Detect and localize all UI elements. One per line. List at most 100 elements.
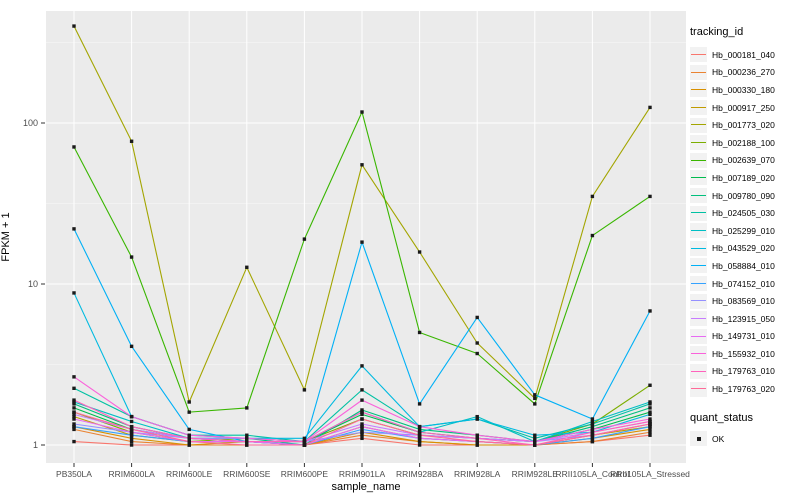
legend-entry-label: Hb_007189_020 — [712, 172, 775, 183]
legend-entry-Hb_083569_010: Hb_083569_010 — [690, 292, 800, 310]
data-point — [129, 427, 134, 432]
legend-entry-label: Hb_024505_030 — [712, 208, 775, 219]
legend-key-swatch — [690, 381, 707, 397]
data-point — [360, 433, 364, 437]
legend-entry-label: Hb_002188_100 — [712, 137, 775, 148]
data-point — [72, 439, 76, 444]
data-point — [590, 417, 595, 421]
x-tick-label: RRIM928LE — [511, 469, 558, 479]
data-point — [129, 436, 134, 441]
x-tick-label: RRII105LA_Stressed — [610, 469, 690, 479]
data-point — [72, 227, 76, 231]
data-point — [187, 427, 191, 432]
legend-entry-label: Hb_001773_020 — [712, 120, 775, 131]
data-point — [533, 402, 537, 406]
legend-key-swatch — [690, 276, 707, 292]
data-point — [590, 436, 595, 441]
data-point — [648, 427, 652, 432]
data-point — [360, 417, 364, 421]
data-point — [72, 422, 76, 426]
data-point — [648, 433, 652, 437]
data-point — [417, 402, 422, 406]
data-point — [533, 433, 537, 437]
x-tick-label: RRIM600PE — [280, 469, 329, 479]
data-point — [475, 439, 479, 444]
data-point — [648, 424, 652, 429]
data-point — [648, 400, 652, 404]
legend-entry-Hb_074152_010: Hb_074152_010 — [690, 275, 800, 293]
quant-status-key-swatch — [690, 431, 707, 447]
data-point — [72, 398, 76, 402]
data-point — [475, 443, 479, 447]
data-point — [245, 433, 249, 437]
data-point — [72, 375, 76, 379]
quant-status-entries: OK — [690, 430, 800, 448]
data-point — [648, 430, 652, 434]
legend-entry-Hb_025299_010: Hb_025299_010 — [690, 222, 800, 240]
data-point — [129, 344, 134, 349]
data-point — [245, 443, 249, 447]
data-point — [72, 414, 76, 419]
data-point — [129, 139, 134, 143]
data-point — [648, 419, 652, 424]
data-point — [72, 424, 76, 429]
data-point — [187, 400, 191, 404]
data-point — [129, 414, 134, 419]
data-point — [302, 436, 307, 441]
data-point — [533, 396, 537, 401]
legend-entry-Hb_002188_100: Hb_002188_100 — [690, 134, 800, 152]
data-point — [360, 424, 364, 429]
data-point — [590, 433, 595, 437]
legend-entry-Hb_149731_010: Hb_149731_010 — [690, 328, 800, 346]
data-point — [417, 433, 422, 437]
data-point — [245, 436, 249, 441]
data-point — [417, 427, 422, 432]
x-axis-title: sample_name — [331, 481, 401, 493]
axis-tick-marks — [41, 122, 651, 467]
data-point — [187, 443, 191, 447]
data-point — [648, 417, 652, 421]
data-point — [360, 388, 364, 392]
data-point — [245, 439, 249, 444]
data-point — [590, 430, 595, 434]
data-point — [129, 255, 134, 259]
legend-entry-Hb_123915_050: Hb_123915_050 — [690, 310, 800, 328]
data-point — [590, 422, 595, 426]
legend-entry-Hb_000236_270: Hb_000236_270 — [690, 64, 800, 82]
legend-entry-label: Hb_155932_010 — [712, 348, 775, 359]
data-point — [475, 417, 479, 421]
data-point — [475, 433, 479, 437]
data-point — [590, 439, 595, 444]
data-point — [187, 436, 191, 441]
data-point — [245, 265, 249, 269]
data-point — [475, 315, 479, 320]
legend-key-swatch — [690, 346, 707, 362]
x-tick-label: RRIM600SE — [223, 469, 271, 479]
quant-status-entry: OK — [690, 430, 800, 448]
legend-key-swatch — [690, 117, 707, 133]
data-point — [360, 364, 364, 368]
data-point — [302, 237, 307, 241]
x-tick-label: RRIM928LA — [454, 469, 501, 479]
data-point — [360, 422, 364, 426]
legend-key-swatch — [690, 328, 707, 344]
legend-entry-label: Hb_002639_070 — [712, 155, 775, 166]
legend-title: tracking_id — [690, 26, 744, 38]
data-point — [417, 330, 422, 335]
data-point — [187, 410, 191, 414]
legend-key-swatch — [690, 170, 707, 186]
data-point — [360, 412, 364, 417]
data-point — [590, 427, 595, 432]
data-point — [72, 406, 76, 410]
legend-entry-Hb_002639_070: Hb_002639_070 — [690, 152, 800, 170]
data-point — [360, 436, 364, 441]
x-tick-label: RRII105LA_Control — [555, 469, 630, 479]
legend-key-swatch — [690, 82, 707, 98]
y-tick-label: 10 — [27, 278, 38, 289]
data-point — [417, 430, 422, 434]
legend-entry-label: Hb_083569_010 — [712, 296, 775, 307]
legend-key-swatch — [690, 293, 707, 309]
data-point — [72, 24, 76, 28]
legend-entry-label: Hb_149731_010 — [712, 331, 775, 342]
